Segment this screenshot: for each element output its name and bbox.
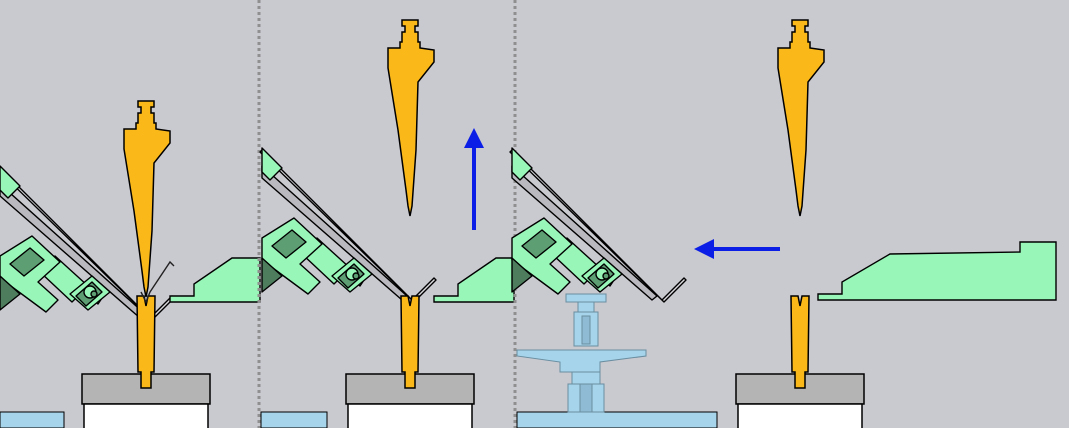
arrow-left-icon bbox=[694, 239, 780, 259]
floor-block bbox=[516, 411, 718, 428]
panel-bending bbox=[0, 0, 261, 428]
back-gauge-icon bbox=[817, 241, 1057, 301]
panel-punch-retract bbox=[259, 0, 515, 428]
floor-block bbox=[260, 411, 328, 428]
panel-part-withdraw bbox=[509, 0, 1069, 428]
bent-sheet bbox=[140, 260, 175, 304]
floor-block bbox=[0, 411, 65, 428]
pedestal-fixture bbox=[516, 293, 647, 413]
arrow-up-icon bbox=[464, 128, 484, 230]
